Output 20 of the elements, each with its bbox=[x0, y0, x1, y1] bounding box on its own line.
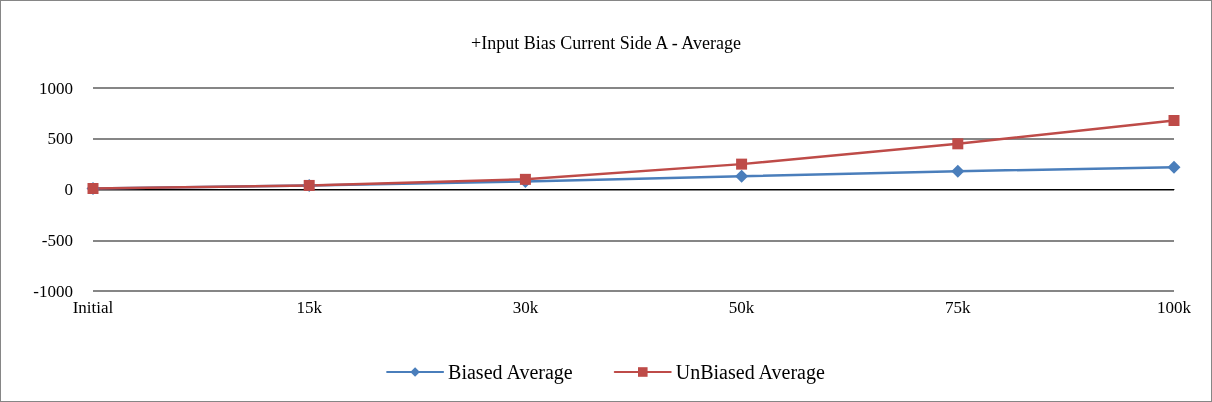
point bbox=[952, 138, 964, 150]
point bbox=[735, 169, 749, 183]
point bbox=[736, 158, 748, 170]
chart-title: +Input Bias Current Side A - Average bbox=[471, 33, 741, 53]
point bbox=[1168, 114, 1180, 126]
x-tick-label: 50k bbox=[728, 298, 755, 317]
y-tick-label: -500 bbox=[41, 230, 73, 250]
x-tick-label: 75k bbox=[945, 298, 972, 317]
x-tick-label: 15k bbox=[296, 298, 323, 317]
legend-label: Biased Average bbox=[448, 361, 573, 384]
y-tick-label: 0 bbox=[64, 180, 73, 199]
x-tick-label: Initial bbox=[72, 298, 114, 317]
point bbox=[1167, 160, 1181, 174]
y-tick-label: 1000 bbox=[39, 78, 73, 98]
x-tick-label: 30k bbox=[512, 298, 539, 317]
y-tick-label: -1000 bbox=[33, 281, 73, 301]
x-tick-label: 100k bbox=[1157, 298, 1192, 317]
legend-label: UnBiased Average bbox=[675, 361, 825, 384]
y-tick-label: 500 bbox=[47, 129, 73, 149]
point bbox=[951, 164, 965, 178]
